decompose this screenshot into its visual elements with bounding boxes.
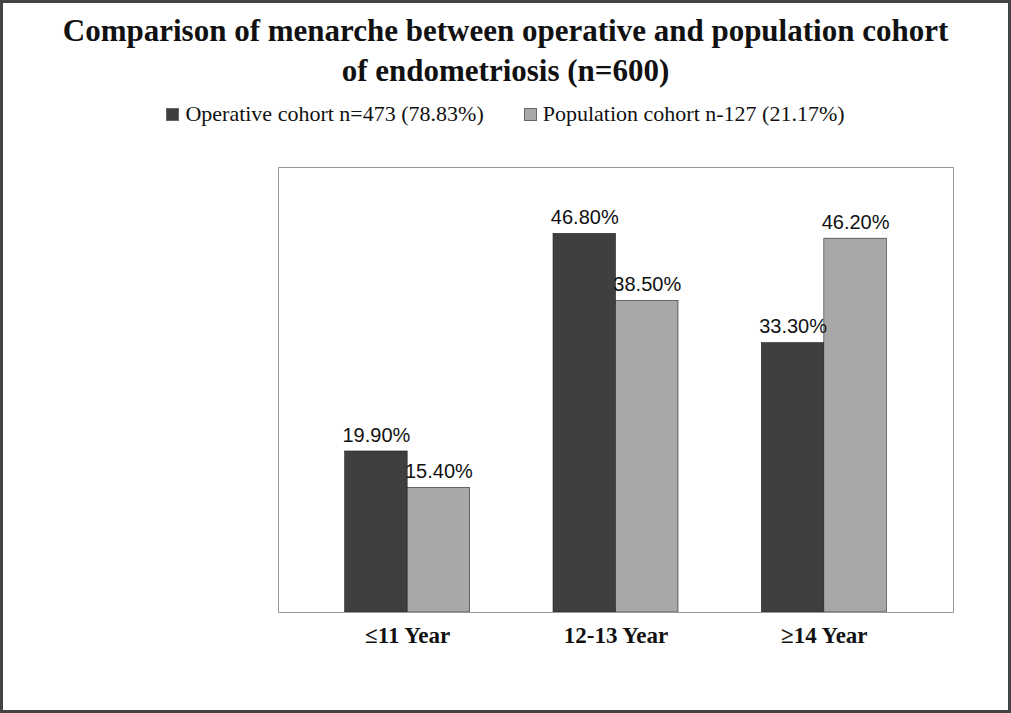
svg-text:15.40%: 15.40%: [405, 460, 473, 482]
svg-text:38.50%: 38.50%: [613, 273, 681, 295]
svg-text:≥14 Year: ≥14 Year: [781, 623, 868, 648]
svg-text:12-13 Year: 12-13 Year: [564, 623, 669, 648]
svg-text:≤11 Year: ≤11 Year: [365, 623, 450, 648]
svg-text:33.30%: 33.30%: [759, 315, 827, 337]
svg-text:46.80%: 46.80%: [551, 206, 619, 228]
svg-text:46.20%: 46.20%: [822, 211, 890, 233]
svg-text:19.90%: 19.90%: [342, 424, 410, 446]
html-text:Population cohort n-127 (21.17: Population cohort n-127 (21.17%): [542, 101, 845, 126]
html-text:Comparison of menarche between: Comparison of menarche between operative…: [62, 13, 949, 88]
html-text:Operative cohort n=473 (78.83%: Operative cohort n=473 (78.83%): [185, 101, 484, 126]
